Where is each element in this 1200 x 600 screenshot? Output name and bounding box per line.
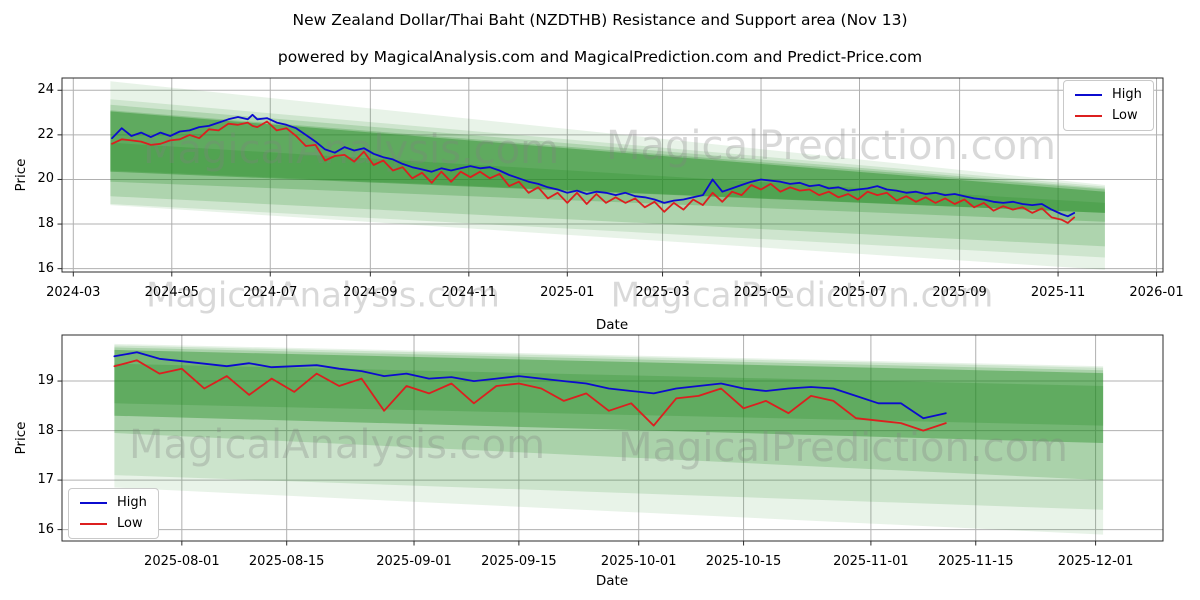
x-tick-label: 2025-11	[1030, 285, 1086, 300]
x-tick-label: 2025-09-15	[481, 554, 557, 569]
legend-label: Low	[1112, 108, 1138, 123]
watermark-text: MagicalAnalysis.com	[129, 422, 545, 468]
y-tick-label: 20	[37, 171, 54, 187]
x-tick-label: 2025-09	[932, 285, 987, 300]
x-tick-label: 2025-05	[733, 285, 789, 300]
x-tick-label: 2024-03	[46, 285, 101, 300]
figure-subtitle: powered by MagicalAnalysis.com and Magic…	[277, 48, 923, 66]
legend-bottom-chart: High Low	[68, 488, 159, 539]
y-tick-label: 16	[37, 521, 54, 537]
y-tick-label: 19	[37, 373, 54, 389]
y-tick-label: 18	[37, 216, 54, 232]
x-axis-label-bottom: Date	[595, 573, 629, 589]
support-resistance-band	[110, 110, 1105, 222]
x-tick-label: 2025-10-01	[600, 554, 677, 569]
x-tick-label: 2025-11-15	[937, 554, 1014, 569]
legend-top-chart: High Low	[1063, 80, 1154, 131]
x-tick-label: 2025-12-01	[1057, 554, 1134, 569]
low-line	[111, 120, 1076, 224]
y-tick-label: 22	[37, 126, 54, 142]
figure-title: New Zealand Dollar/Thai Baht (NZDTHB) Re…	[292, 11, 908, 29]
x-tick-label: 2024-11	[441, 285, 496, 300]
plot-border	[61, 334, 1164, 542]
low-line-swatch	[1075, 115, 1102, 117]
x-tick-label: 2025-11-01	[833, 554, 909, 569]
support-resistance-band	[110, 81, 1105, 270]
x-tick-label: 2025-10-15	[705, 554, 782, 569]
y-tick-label: 16	[37, 260, 54, 276]
y-tick-label: 24	[37, 82, 54, 98]
support-resistance-band	[114, 345, 1104, 510]
support-resistance-band	[110, 104, 1105, 247]
x-tick-label: 2024-09	[343, 285, 398, 300]
high-line	[111, 113, 1076, 218]
legend-label: High	[1112, 87, 1142, 102]
low-line-swatch	[80, 523, 107, 525]
support-resistance-band	[110, 99, 1105, 258]
x-tick-label: 2026-01	[1129, 285, 1184, 300]
high-line	[113, 351, 947, 420]
watermark-text: MagicalPrediction.com	[606, 123, 1056, 169]
x-axis-label-top: Date	[595, 317, 629, 333]
support-resistance-band	[114, 347, 1104, 481]
legend-item-high: High	[1075, 88, 1142, 102]
x-tick-label: 2025-08-15	[248, 554, 325, 569]
support-resistance-band	[114, 349, 1104, 443]
support-resistance-band	[110, 111, 1105, 213]
legend-item-low: Low	[1075, 109, 1142, 123]
x-tick-label: 2025-03	[635, 285, 690, 300]
legend-item-high: High	[80, 496, 147, 510]
watermark-text: MagicalPrediction.com	[618, 425, 1068, 471]
x-tick-label: 2025-01	[540, 285, 595, 300]
x-tick-label: 2024-07	[243, 285, 298, 300]
support-resistance-band	[110, 142, 1105, 213]
high-line-swatch	[1075, 94, 1102, 96]
low-line	[113, 359, 947, 432]
y-tick-label: 18	[37, 422, 54, 438]
support-resistance-band	[114, 343, 1104, 535]
legend-label: Low	[117, 516, 143, 531]
x-tick-label: 2025-08-01	[144, 554, 220, 569]
watermark-text: MagicalPrediction.com	[611, 276, 994, 316]
high-line-swatch	[80, 502, 107, 504]
x-tick-label: 2025-09-01	[376, 554, 452, 569]
legend-item-low: Low	[80, 517, 147, 531]
x-tick-label: 2025-07	[832, 285, 887, 300]
x-tick-label: 2024-05	[144, 285, 199, 300]
watermark-text: MagicalAnalysis.com	[146, 276, 500, 316]
legend-label: High	[117, 495, 147, 510]
y-tick-label: 17	[37, 472, 54, 488]
plot-border	[61, 77, 1164, 273]
